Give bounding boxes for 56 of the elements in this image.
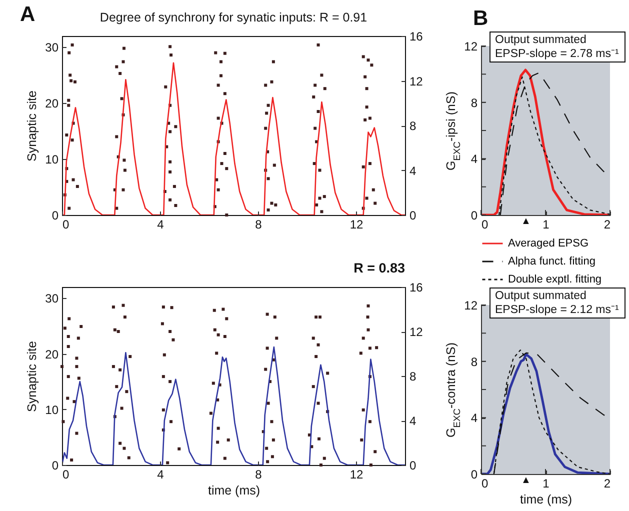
x-tick-label: 12	[350, 468, 364, 482]
y-tick-label: 20	[45, 347, 59, 362]
x-tick-label: 2	[604, 476, 611, 490]
y-tick-label: 4	[470, 152, 478, 166]
y2-tick-label: 12	[410, 325, 424, 339]
y-tick-label: 10	[45, 402, 59, 417]
y2-tick-label: 0	[410, 458, 416, 472]
chart-title: R = 0.83	[354, 260, 406, 276]
x-tick-label: 0	[62, 468, 70, 482]
y-tick-label: 30	[45, 40, 59, 55]
y-axis-title: Synaptic site	[25, 90, 40, 162]
y2-tick-label: 16	[410, 280, 424, 294]
legend-label: Alpha funct. fitting	[508, 256, 596, 268]
y2-tick-label: 8	[410, 119, 416, 133]
chart-title: Degree of synchrony for synatic inputs: R = 0.91	[100, 10, 368, 24]
y2-tick-label: 4	[410, 414, 416, 428]
text: ▲	[521, 216, 531, 227]
text: Output summated	[495, 34, 586, 46]
x-tick-label: 0	[62, 218, 70, 232]
x-tick-label: 1	[542, 218, 550, 232]
legend-label: Averaged EPSG	[508, 238, 589, 250]
x-tick-label: 1	[542, 476, 550, 490]
y-tick-label: 30	[45, 292, 59, 306]
y2-tick-label: 4	[410, 164, 416, 178]
y-tick-label: 20	[45, 96, 59, 111]
x-tick-label: 2	[604, 218, 611, 232]
y-tick-label: 0	[470, 208, 478, 222]
y-tick-label: 8	[470, 354, 478, 369]
y-tick-label: 12	[464, 40, 478, 54]
text: ▲	[521, 475, 531, 486]
x-tick-label: 4	[157, 218, 164, 232]
x-tick-label: 12	[350, 218, 364, 232]
y-axis-title: Synaptic site	[25, 341, 40, 412]
x-tick-label: 8	[255, 218, 262, 232]
text: A	[20, 3, 36, 26]
annotation: EPSP-slope = 2.12 ms⁻¹	[495, 304, 620, 316]
x-tick-label: 0	[482, 218, 488, 232]
y2-tick-label: 0	[410, 208, 416, 222]
y-tick-label: 10	[45, 152, 59, 167]
y2-tick-label: 8	[410, 370, 416, 384]
y-tick-label: 8	[470, 96, 478, 110]
text: B	[473, 7, 488, 30]
y2-tick-label: 12	[410, 74, 424, 88]
y-tick-label: 0	[52, 208, 59, 222]
y-tick-label: 12	[464, 298, 478, 312]
x-axis-title: time (ms)	[208, 484, 260, 498]
x-tick-label: 4	[157, 468, 164, 482]
annotation: EPSP-slope = 2.78 ms⁻¹	[495, 48, 620, 60]
text: Output summated	[495, 290, 586, 302]
y-tick-label: 0	[52, 458, 59, 472]
y-tick-label: 4	[470, 411, 478, 426]
x-axis-title: time (ms)	[520, 492, 572, 506]
x-tick-label: 0	[482, 476, 488, 490]
x-tick-label: 8	[255, 468, 262, 482]
legend-label: Double exptl. fitting	[508, 274, 602, 286]
y2-tick-label: 16	[410, 30, 424, 44]
